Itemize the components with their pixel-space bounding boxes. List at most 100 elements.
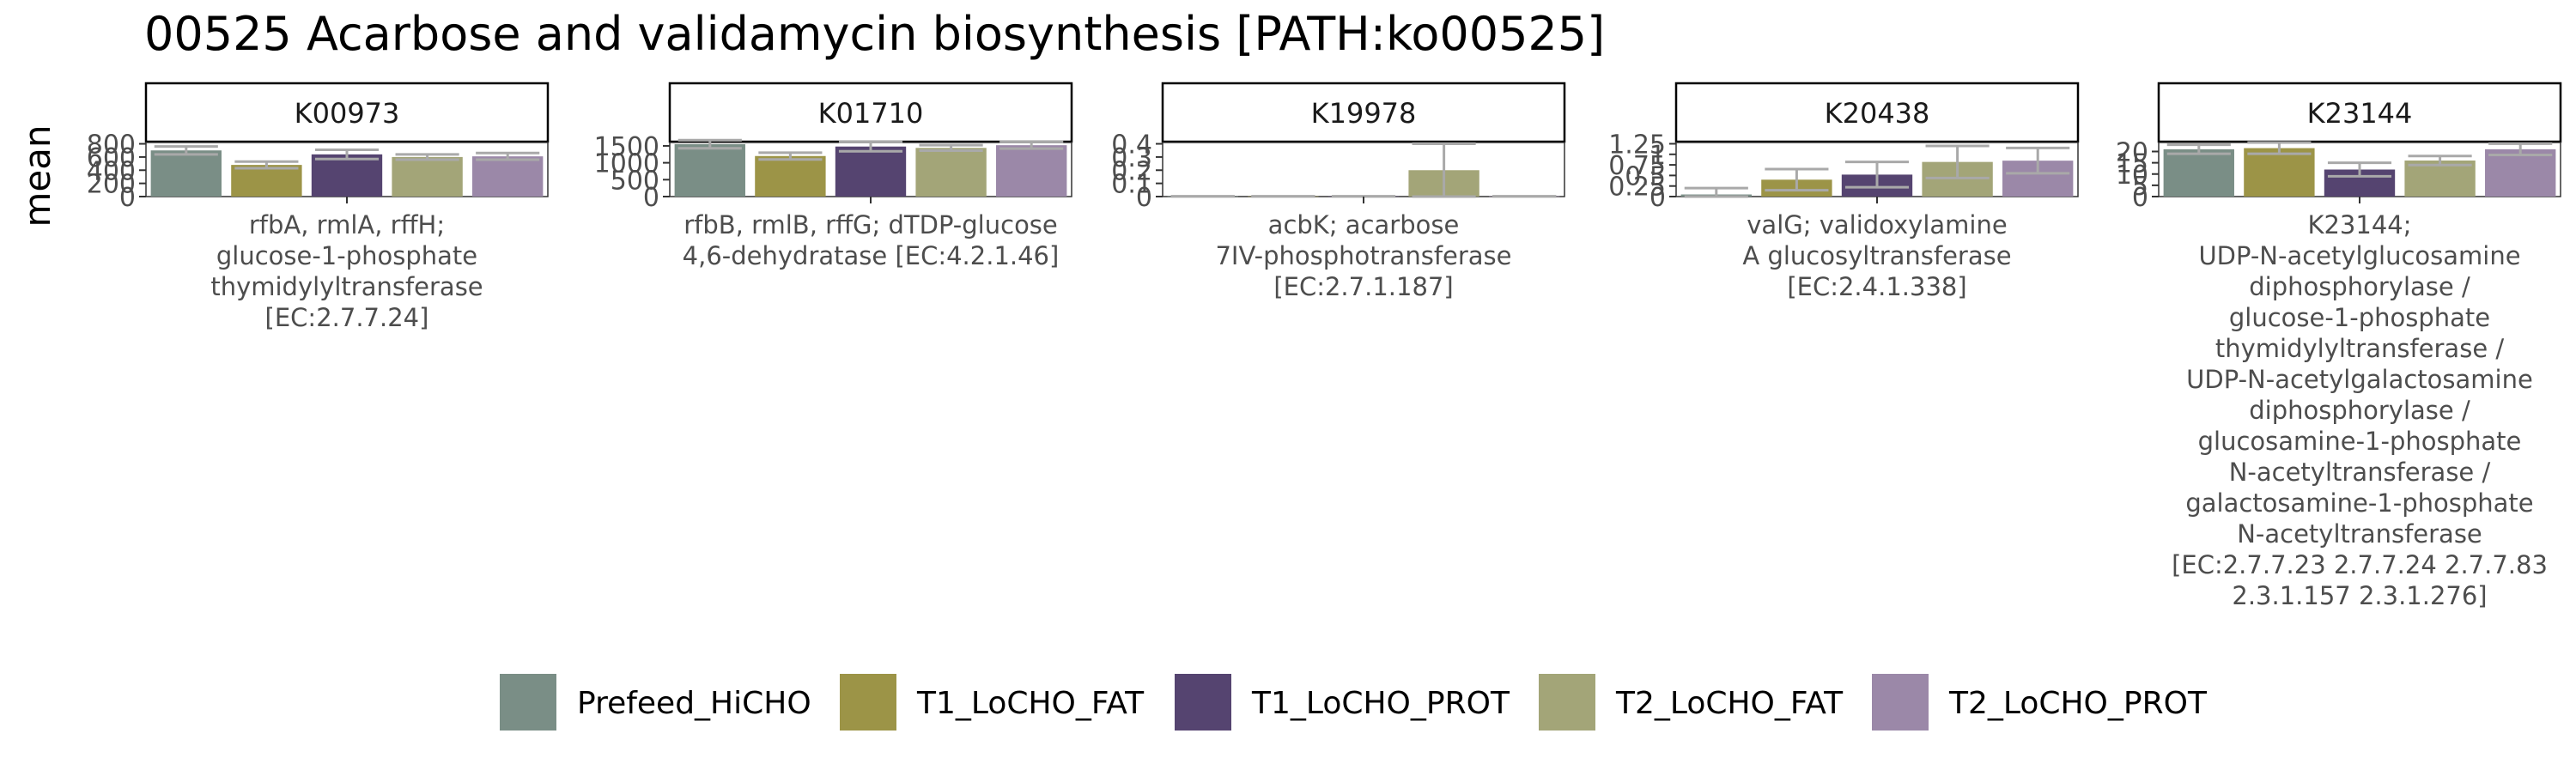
x-tick-label: UDP-N-acetylgalactosamine bbox=[2186, 365, 2533, 394]
y-tick-label: 0 bbox=[643, 183, 659, 213]
legend-label: T1_LoCHO_FAT bbox=[916, 686, 1145, 721]
bar-T2_LoCHO_PROT bbox=[472, 156, 544, 197]
bar-Prefeed_HiCHO bbox=[2163, 149, 2234, 197]
panel-strip-label: K23144 bbox=[2307, 97, 2413, 130]
x-tick-label: UDP-N-acetylglucosamine bbox=[2198, 241, 2520, 270]
legend-key bbox=[1872, 674, 1929, 731]
x-tick-label: [EC:2.7.7.23 2.7.7.24 2.7.7.83 bbox=[2172, 550, 2548, 579]
x-tick-label: 2.3.1.157 2.3.1.276] bbox=[2232, 581, 2487, 610]
bar-T2_LoCHO_FAT bbox=[392, 156, 463, 197]
y-tick-label: 200 bbox=[87, 170, 136, 200]
legend-key bbox=[1175, 674, 1231, 731]
legend-item-T2_LoCHO_PROT: T2_LoCHO_PROT bbox=[1872, 674, 2208, 731]
x-tick-label: thymidylyltransferase / bbox=[2215, 334, 2505, 363]
panel-strip bbox=[2157, 82, 2562, 143]
panel-strip-label: K00973 bbox=[295, 97, 400, 130]
bar-Prefeed_HiCHO bbox=[150, 150, 222, 197]
legend-item-T2_LoCHO_FAT: T2_LoCHO_FAT bbox=[1539, 674, 1844, 731]
y-tick-label: 10 bbox=[2116, 161, 2148, 191]
panel-strip bbox=[1674, 82, 2080, 143]
legend-label: T2_LoCHO_FAT bbox=[1615, 686, 1844, 721]
x-tick-label: 4,6-dehydratase [EC:4.2.1.46] bbox=[683, 241, 1060, 270]
x-tick-label: [EC:2.4.1.338] bbox=[1787, 272, 1966, 301]
y-tick-label: 0.4 bbox=[1111, 130, 1152, 161]
legend-label: T1_LoCHO_PROT bbox=[1251, 686, 1510, 721]
y-tick-label: 0 bbox=[1136, 183, 1152, 213]
legend: Prefeed_HiCHO T1_LoCHO_FAT T1_LoCHO_PROT T2… bbox=[500, 674, 2208, 731]
x-tick-label: 7IV-phosphotransferase bbox=[1215, 241, 1511, 270]
bar-T1_LoCHO_PROT bbox=[311, 154, 383, 197]
bar-T1_LoCHO_PROT bbox=[835, 146, 907, 197]
panel-strip bbox=[144, 82, 550, 143]
panel-strip-label: K20438 bbox=[1825, 97, 1930, 130]
y-tick-label: 800 bbox=[87, 130, 136, 161]
x-tick-label: glucose-1-phosphate bbox=[2229, 303, 2490, 332]
x-tick-label: acbK; acarbose bbox=[1268, 210, 1460, 239]
panel-K19978: K19978 00.10.20.30.4 acbK; acarbose7IV-pho… bbox=[1111, 82, 1566, 301]
x-tick-label: glucosamine-1-phosphate bbox=[2198, 427, 2522, 456]
panel-strip bbox=[1161, 82, 1566, 143]
legend-key bbox=[500, 674, 556, 731]
x-tick-label: galactosamine-1-phosphate bbox=[2185, 488, 2533, 518]
panel-strip-label: K01710 bbox=[818, 97, 924, 130]
y-tick-label: 1 bbox=[1649, 141, 1666, 171]
panel-plot-area bbox=[1162, 142, 1565, 197]
y-tick-label: 0 bbox=[1649, 183, 1666, 213]
chart-title: 00525 Acarbose and validamycin biosynthe… bbox=[144, 7, 1605, 61]
bar-Prefeed_HiCHO bbox=[674, 143, 745, 197]
bar-T2_LoCHO_FAT bbox=[915, 148, 987, 197]
x-tick-label: [EC:2.7.7.24] bbox=[265, 303, 429, 332]
bar-T1_LoCHO_FAT bbox=[755, 155, 826, 197]
y-tick-label: 1500 bbox=[594, 132, 659, 162]
y-tick-label: 20 bbox=[2116, 138, 2148, 168]
panel-strip-label: K19978 bbox=[1311, 97, 1417, 130]
y-tick-label: 0.75 bbox=[1608, 151, 1666, 181]
y-tick-label: 0.3 bbox=[1111, 143, 1152, 173]
y-tick-label: 0.5 bbox=[1625, 161, 1666, 191]
x-tick-label: glucose-1-phosphate bbox=[216, 241, 477, 270]
y-tick-label: 500 bbox=[611, 166, 659, 196]
y-tick-label: 600 bbox=[87, 143, 136, 173]
x-tick-label: N-acetyltransferase bbox=[2237, 519, 2482, 549]
bar-T1_LoCHO_FAT bbox=[2244, 148, 2315, 197]
legend-label: Prefeed_HiCHO bbox=[577, 686, 811, 721]
x-tick-label: rfbB, rmlB, rffG; dTDP-glucose bbox=[683, 210, 1058, 239]
bar-T2_LoCHO_PROT bbox=[2485, 149, 2556, 197]
legend-item-T1_LoCHO_PROT: T1_LoCHO_PROT bbox=[1175, 674, 1510, 731]
y-tick-label: 1.25 bbox=[1608, 130, 1666, 160]
legend-label: T2_LoCHO_PROT bbox=[1948, 686, 2208, 721]
bar-T2_LoCHO_FAT bbox=[2404, 161, 2476, 197]
bar-T2_LoCHO_PROT bbox=[996, 145, 1067, 197]
y-tick-label: 15 bbox=[2116, 149, 2148, 179]
x-tick-label: [EC:2.7.1.187] bbox=[1273, 272, 1453, 301]
x-tick-label: rfbA, rmlA, rffH; bbox=[249, 210, 445, 239]
legend-item-Prefeed_HiCHO: Prefeed_HiCHO bbox=[500, 674, 811, 731]
y-tick-label: 0 bbox=[119, 183, 136, 213]
x-tick-label: valG; validoxylamine bbox=[1747, 210, 2007, 239]
x-tick-label: N-acetyltransferase / bbox=[2229, 458, 2491, 487]
y-tick-label: 0.1 bbox=[1111, 170, 1152, 200]
legend-key bbox=[1539, 674, 1595, 731]
x-tick-label: diphosphorylase / bbox=[2249, 272, 2470, 301]
y-tick-label: 400 bbox=[87, 156, 136, 186]
y-axis-label: mean bbox=[16, 124, 58, 227]
y-tick-label: 0.25 bbox=[1608, 173, 1666, 203]
y-tick-label: 0 bbox=[2132, 183, 2148, 213]
legend-key bbox=[840, 674, 896, 731]
y-tick-label: 1000 bbox=[594, 149, 659, 179]
legend-item-T1_LoCHO_FAT: T1_LoCHO_FAT bbox=[840, 674, 1145, 731]
x-tick-label: thymidylyltransferase bbox=[210, 272, 483, 301]
y-tick-label: 5 bbox=[2132, 172, 2148, 202]
x-tick-label: diphosphorylase / bbox=[2249, 396, 2470, 425]
x-tick-label: A glucosyltransferase bbox=[1742, 241, 2011, 270]
bar-T1_LoCHO_FAT bbox=[231, 165, 302, 197]
x-tick-label: K23144; bbox=[2307, 210, 2411, 239]
y-tick-label: 0.2 bbox=[1111, 156, 1152, 186]
